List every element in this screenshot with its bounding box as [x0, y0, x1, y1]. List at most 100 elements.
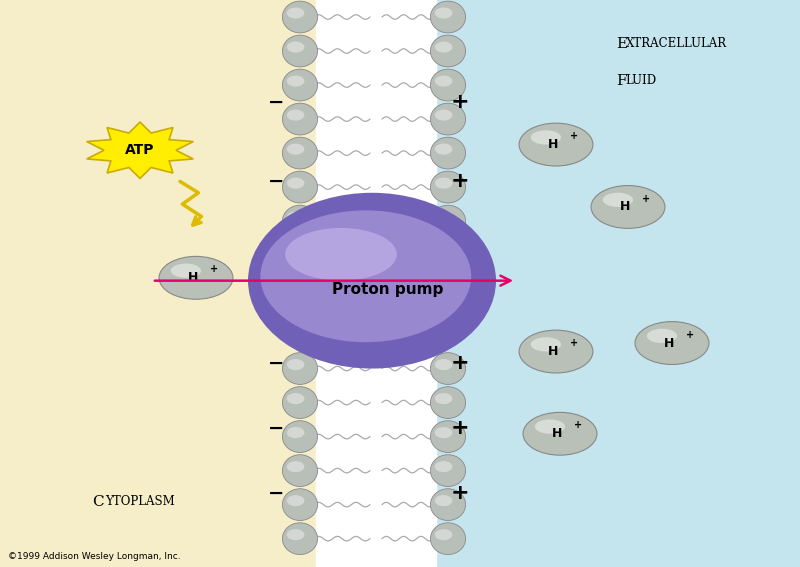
- Ellipse shape: [430, 171, 466, 203]
- Ellipse shape: [287, 177, 305, 189]
- Ellipse shape: [282, 489, 318, 521]
- Ellipse shape: [531, 130, 561, 145]
- Ellipse shape: [435, 211, 453, 223]
- Text: +: +: [450, 92, 470, 112]
- Ellipse shape: [430, 69, 466, 101]
- Ellipse shape: [435, 177, 453, 189]
- Ellipse shape: [282, 69, 318, 101]
- Text: H: H: [552, 428, 562, 440]
- Text: Proton pump: Proton pump: [332, 282, 444, 297]
- Ellipse shape: [287, 143, 305, 155]
- Ellipse shape: [282, 205, 318, 237]
- Ellipse shape: [435, 495, 453, 506]
- Text: C: C: [92, 495, 104, 509]
- Text: H: H: [620, 201, 630, 213]
- Ellipse shape: [287, 393, 305, 404]
- Ellipse shape: [248, 193, 496, 369]
- Ellipse shape: [435, 7, 453, 19]
- Ellipse shape: [430, 523, 466, 555]
- Text: −: −: [268, 172, 284, 191]
- Ellipse shape: [430, 205, 466, 237]
- Ellipse shape: [635, 321, 709, 365]
- Ellipse shape: [435, 393, 453, 404]
- Ellipse shape: [603, 193, 633, 207]
- Text: +: +: [210, 264, 218, 274]
- Ellipse shape: [523, 412, 597, 455]
- Text: −: −: [268, 353, 284, 373]
- Ellipse shape: [435, 41, 453, 53]
- Ellipse shape: [287, 529, 305, 540]
- Ellipse shape: [435, 427, 453, 438]
- Ellipse shape: [435, 109, 453, 121]
- Text: +: +: [570, 131, 578, 141]
- Ellipse shape: [287, 109, 305, 121]
- Text: +: +: [642, 193, 650, 204]
- Ellipse shape: [519, 123, 593, 166]
- Ellipse shape: [591, 185, 665, 229]
- Ellipse shape: [430, 421, 466, 452]
- Bar: [316, 0, 436, 567]
- Ellipse shape: [430, 455, 466, 486]
- Text: +: +: [450, 171, 470, 192]
- Ellipse shape: [435, 143, 453, 155]
- Bar: [332, 0, 800, 567]
- Bar: [0, 0, 332, 567]
- Ellipse shape: [287, 7, 305, 19]
- Text: H: H: [188, 272, 198, 284]
- Ellipse shape: [531, 337, 561, 352]
- Text: ATP: ATP: [126, 143, 154, 157]
- Ellipse shape: [430, 137, 466, 169]
- Text: ©1999 Addison Wesley Longman, Inc.: ©1999 Addison Wesley Longman, Inc.: [8, 552, 181, 561]
- Ellipse shape: [282, 421, 318, 452]
- Ellipse shape: [435, 461, 453, 472]
- Ellipse shape: [159, 256, 233, 299]
- Ellipse shape: [287, 41, 305, 53]
- Ellipse shape: [287, 211, 305, 223]
- Ellipse shape: [282, 137, 318, 169]
- Text: E: E: [616, 37, 627, 51]
- Ellipse shape: [430, 103, 466, 135]
- Text: +: +: [686, 329, 694, 340]
- Text: −: −: [268, 92, 284, 112]
- Ellipse shape: [287, 495, 305, 506]
- Ellipse shape: [430, 1, 466, 33]
- Text: +: +: [450, 483, 470, 503]
- Ellipse shape: [282, 103, 318, 135]
- Ellipse shape: [287, 359, 305, 370]
- Ellipse shape: [435, 75, 453, 87]
- Ellipse shape: [282, 35, 318, 67]
- Text: H: H: [664, 337, 674, 349]
- Ellipse shape: [282, 171, 318, 203]
- Polygon shape: [86, 122, 194, 179]
- Ellipse shape: [287, 461, 305, 472]
- Ellipse shape: [282, 523, 318, 555]
- Text: −: −: [268, 418, 284, 438]
- Ellipse shape: [287, 427, 305, 438]
- Ellipse shape: [282, 455, 318, 486]
- Ellipse shape: [646, 329, 677, 343]
- Text: H: H: [548, 138, 558, 151]
- Ellipse shape: [171, 264, 201, 278]
- Text: XTRACELLULAR: XTRACELLULAR: [626, 37, 726, 50]
- Text: +: +: [450, 353, 470, 373]
- Text: LUID: LUID: [626, 74, 657, 87]
- Ellipse shape: [285, 228, 397, 281]
- Text: F: F: [616, 74, 626, 88]
- Text: H: H: [548, 345, 558, 358]
- Text: +: +: [450, 418, 470, 438]
- Ellipse shape: [430, 387, 466, 418]
- Text: +: +: [570, 338, 578, 348]
- Ellipse shape: [519, 330, 593, 373]
- Ellipse shape: [430, 35, 466, 67]
- Text: −: −: [268, 484, 284, 503]
- Ellipse shape: [435, 359, 453, 370]
- Ellipse shape: [534, 420, 565, 434]
- Ellipse shape: [282, 387, 318, 418]
- Ellipse shape: [435, 529, 453, 540]
- Ellipse shape: [282, 353, 318, 384]
- Ellipse shape: [430, 353, 466, 384]
- Ellipse shape: [430, 489, 466, 521]
- Text: +: +: [574, 420, 582, 430]
- Ellipse shape: [287, 75, 305, 87]
- Ellipse shape: [282, 1, 318, 33]
